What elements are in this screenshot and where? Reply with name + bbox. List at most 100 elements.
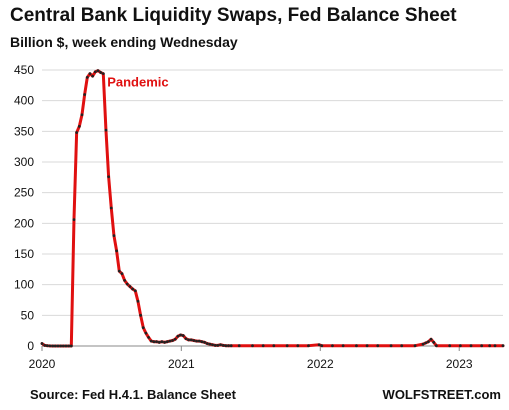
data-point [296,344,300,348]
data-point [200,340,204,344]
data-point [157,340,161,344]
data-point [187,338,190,342]
data-point [426,340,430,344]
data-point [251,344,254,348]
annotation-label: Pandemic [107,74,168,89]
data-point [213,343,217,347]
data-point [208,342,212,346]
data-point [48,344,52,348]
data-point [56,344,60,348]
y-tick-label: 200 [14,216,34,230]
axis-layer: 0 50 100 150 200 250 300 350 400 450 2020 2021 2022 2… [14,63,503,371]
data-point [93,70,97,74]
data-point [421,342,425,346]
data-point [227,344,230,348]
data-point [136,299,140,303]
data-point [165,340,169,344]
data-point [458,344,462,348]
data-point [125,282,129,286]
data-point [149,339,153,343]
data-point [112,234,116,238]
data-point [53,344,57,348]
data-point [171,339,174,342]
data-point [69,344,73,348]
marker-layer [40,69,505,348]
data-point [432,340,436,344]
data-point [219,343,222,347]
data-point [181,334,185,337]
y-tick-label: 0 [27,339,34,353]
data-point [72,218,76,222]
data-point [376,344,380,348]
data-point [147,336,150,339]
data-point [45,344,49,348]
data-point [117,269,121,273]
data-point [184,337,188,341]
data-point [173,337,177,341]
data-point [123,278,127,282]
data-point [91,74,95,78]
data-point [272,344,276,348]
data-point [179,333,182,337]
data-point [131,287,135,291]
series-layer [40,69,505,348]
data-point [144,331,148,335]
data-point [107,175,111,179]
data-point [221,343,225,347]
data-point [43,343,47,347]
data-point [413,344,417,348]
series-line [40,69,505,348]
data-point [160,340,164,344]
data-point [285,344,289,348]
data-point [429,337,433,341]
y-tick-label: 400 [14,94,34,108]
x-tick-label: 2021 [168,357,195,371]
data-point [317,343,321,347]
data-point [67,344,71,348]
data-point [75,131,79,134]
data-point [155,340,158,344]
y-tick-label: 250 [14,186,34,200]
data-point [139,313,143,317]
data-point [488,344,492,348]
data-point [448,344,452,348]
data-point [163,340,166,344]
data-point [128,285,132,288]
x-tick-label: 2020 [29,357,56,371]
data-point [480,344,484,348]
data-point [501,344,505,348]
data-point [365,344,369,348]
data-point [64,344,68,348]
data-point [115,249,119,253]
y-tick-label: 100 [14,278,34,292]
data-point [205,342,209,345]
y-tick-label: 300 [14,155,34,169]
data-point [224,344,228,348]
data-point [168,339,172,343]
data-point [133,289,137,293]
data-point [83,93,87,96]
data-point [141,326,145,329]
data-point [229,344,233,348]
data-point [307,344,310,348]
data-point [341,344,345,348]
data-point [195,339,198,343]
label-layer: Pandemic [107,74,168,89]
data-point [493,344,497,348]
data-point [176,334,180,338]
y-tick-label: 350 [14,124,34,138]
data-point [51,344,55,348]
data-point [331,344,334,348]
data-point [85,75,89,79]
chart-title: Central Bank Liquidity Swaps, Fed Balanc… [10,5,457,26]
data-point [320,344,324,348]
data-point [192,339,196,342]
grid-layer [42,69,503,316]
y-tick-label: 150 [14,247,34,261]
data-point [216,343,220,347]
chart-plot: 0 50 100 150 200 250 300 350 400 450 2020 2021 2022 2… [14,63,505,371]
source-note: Source: Fed H.4.1. Balance Sheet [30,387,236,402]
x-tick-label: 2023 [446,357,473,371]
data-point [434,344,438,348]
x-tick-label: 2022 [307,357,334,371]
